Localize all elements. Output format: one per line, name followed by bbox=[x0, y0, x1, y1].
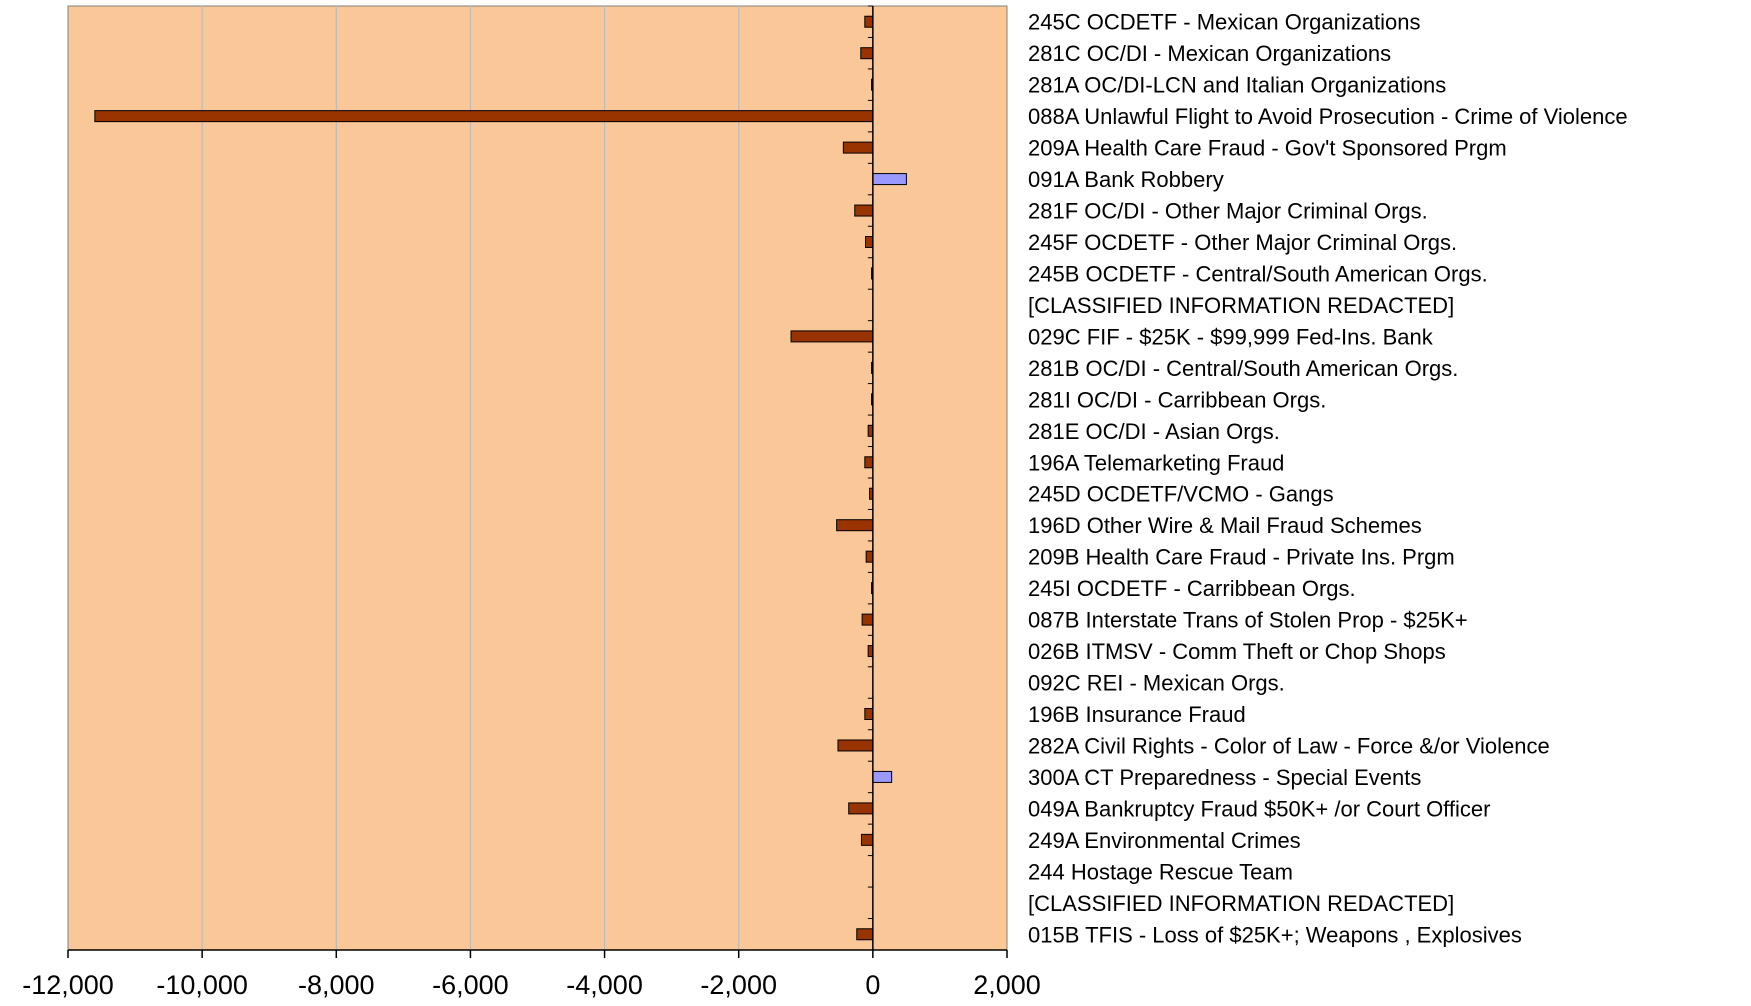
bar bbox=[861, 834, 872, 845]
bar bbox=[837, 520, 873, 531]
category-label: 281B OC/DI - Central/South American Orgs… bbox=[1028, 356, 1458, 381]
x-tick-label: -8,000 bbox=[298, 970, 375, 1000]
category-label: 300A CT Preparedness - Special Events bbox=[1028, 765, 1421, 790]
x-tick-label: -10,000 bbox=[156, 970, 248, 1000]
category-label: 245D OCDETF/VCMO - Gangs bbox=[1028, 482, 1334, 507]
x-tick-label: 2,000 bbox=[973, 970, 1041, 1000]
category-label: 244 Hostage Rescue Team bbox=[1028, 859, 1293, 884]
bar bbox=[866, 551, 873, 562]
category-label: [CLASSIFIED INFORMATION REDACTED] bbox=[1028, 891, 1454, 916]
category-label: 015B TFIS - Loss of $25K+; Weapons , Exp… bbox=[1028, 922, 1522, 947]
category-label: 026B ITMSV - Comm Theft or Chop Shops bbox=[1028, 639, 1446, 664]
bar bbox=[849, 803, 873, 814]
category-label: 049A Bankruptcy Fraud $50K+ /or Court Of… bbox=[1028, 796, 1490, 821]
category-label: 091A Bank Robbery bbox=[1028, 167, 1224, 192]
bar bbox=[838, 740, 873, 751]
bar bbox=[865, 457, 873, 468]
bar bbox=[873, 174, 907, 185]
bar bbox=[791, 331, 873, 342]
category-label: [CLASSIFIED INFORMATION REDACTED] bbox=[1028, 293, 1454, 318]
category-label: 196A Telemarketing Fraud bbox=[1028, 450, 1284, 475]
bar bbox=[95, 111, 873, 122]
category-label: 209B Health Care Fraud - Private Ins. Pr… bbox=[1028, 545, 1455, 570]
x-tick-label: -12,000 bbox=[22, 970, 114, 1000]
x-axis-ticks: -12,000 -10,000 -8,000 -6,000 -4,000 -2,000 0 2… bbox=[22, 950, 1041, 1000]
bar bbox=[855, 205, 873, 216]
category-label: 245B OCDETF - Central/South American Org… bbox=[1028, 261, 1488, 286]
category-label: 281I OC/DI - Carribbean Orgs. bbox=[1028, 387, 1326, 412]
category-label: 282A Civil Rights - Color of Law - Force… bbox=[1028, 733, 1550, 758]
category-label: 087B Interstate Trans of Stolen Prop - $… bbox=[1028, 608, 1468, 633]
category-label: 245C OCDETF - Mexican Organizations bbox=[1028, 10, 1420, 35]
bar bbox=[861, 48, 873, 59]
x-tick-label: 0 bbox=[865, 970, 880, 1000]
x-tick-label: -4,000 bbox=[566, 970, 643, 1000]
bar bbox=[873, 771, 892, 782]
category-label: 281C OC/DI - Mexican Organizations bbox=[1028, 41, 1391, 66]
category-label: 245I OCDETF - Carribbean Orgs. bbox=[1028, 576, 1356, 601]
category-label: 092C REI - Mexican Orgs. bbox=[1028, 671, 1285, 696]
category-label: 249A Environmental Crimes bbox=[1028, 828, 1301, 853]
bar bbox=[857, 929, 873, 940]
category-label: 196D Other Wire & Mail Fraud Schemes bbox=[1028, 513, 1422, 538]
category-label: 245F OCDETF - Other Major Criminal Orgs. bbox=[1028, 230, 1457, 255]
x-tick-label: -2,000 bbox=[700, 970, 777, 1000]
category-label: 196B Insurance Fraud bbox=[1028, 702, 1246, 727]
category-labels: 245C OCDETF - Mexican Organizations 281C … bbox=[1028, 10, 1628, 948]
category-label: 281E OC/DI - Asian Orgs. bbox=[1028, 419, 1280, 444]
category-label: 281F OC/DI - Other Major Criminal Orgs. bbox=[1028, 199, 1428, 224]
x-tick-label: -6,000 bbox=[432, 970, 509, 1000]
bar bbox=[865, 16, 873, 27]
bar bbox=[843, 142, 873, 153]
bar bbox=[862, 614, 873, 625]
bar bbox=[865, 237, 872, 248]
category-label: 088A Unlawful Flight to Avoid Prosecutio… bbox=[1028, 104, 1628, 129]
category-label: 029C FIF - $25K - $99,999 Fed-Ins. Bank bbox=[1028, 324, 1434, 349]
category-label: 209A Health Care Fraud - Gov't Sponsored… bbox=[1028, 136, 1507, 161]
bar bbox=[865, 709, 873, 720]
category-label: 281A OC/DI-LCN and Italian Organizations bbox=[1028, 73, 1446, 98]
